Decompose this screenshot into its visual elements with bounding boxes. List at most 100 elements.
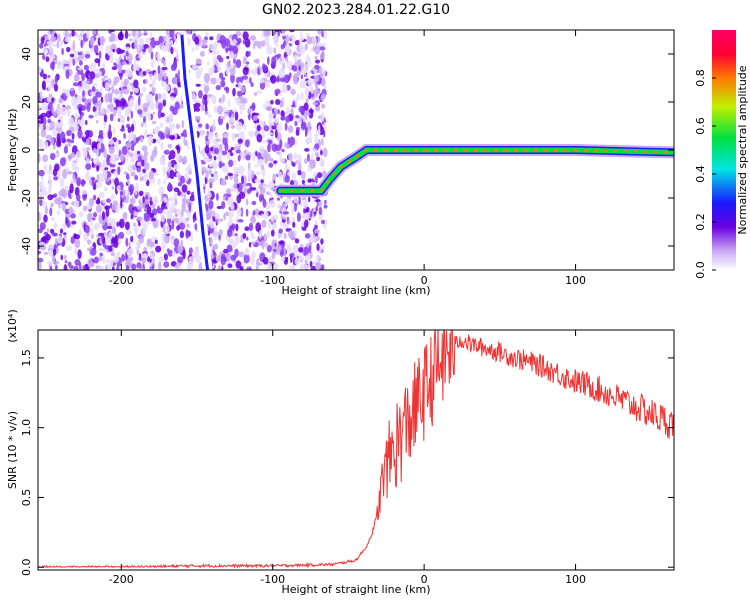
noise-blob [217,67,222,72]
noise-blob [235,59,242,69]
noise-blob [72,82,79,87]
noise-blob [266,230,270,238]
noise-blob [126,195,129,201]
noise-blob [77,249,82,260]
noise-blob [263,125,270,132]
noise-blob [215,138,221,142]
noise-blob [176,171,181,177]
noise-blob [93,44,99,54]
noise-blob [103,75,108,79]
noise-blob [297,53,302,57]
noise-blob [60,254,64,261]
noise-blob [90,91,97,97]
noise-blob [259,121,265,126]
noise-blob [125,50,129,57]
noise-blob [301,179,305,185]
noise-blob [292,65,298,72]
noise-blob [214,212,220,220]
noise-blob [248,130,255,138]
noise-blob [115,99,119,108]
noise-blob [195,254,202,264]
noise-blob [195,70,202,76]
noise-blob [249,35,256,41]
noise-blob [230,254,237,261]
noise-blob [71,220,77,225]
noise-blob [111,84,114,93]
noise-blob [185,139,188,147]
noise-blob [180,132,185,137]
noise-blob [246,149,250,153]
noise-blob [55,121,63,129]
noise-blob [288,153,293,162]
noise-blob [102,159,107,167]
noise-blob [161,92,167,102]
noise-blob [104,205,111,211]
snr-xlabel: Height of straight line (km) [281,583,430,596]
y-tick-label: 40 [20,47,33,61]
noise-blob [104,81,110,92]
noise-blob [214,225,218,233]
noise-blob [93,256,99,264]
noise-blob [81,72,85,82]
noise-blob [248,242,252,248]
noise-blob [93,68,100,72]
noise-blob [269,157,274,162]
noise-blob [144,215,150,222]
noise-blob [131,30,136,37]
noise-blob [299,80,304,89]
noise-blob [106,153,110,164]
noise-blob [164,126,170,135]
noise-blob [317,172,323,179]
noise-blob [111,266,115,270]
noise-blob [145,37,151,44]
noise-blob [252,115,258,121]
noise-blob [149,241,155,248]
noise-blob [59,157,66,167]
noise-blob [119,74,123,80]
noise-blob [154,239,158,245]
noise-blob [253,92,258,96]
noise-blob [224,142,229,152]
noise-blob [138,171,144,177]
noise-blob [250,187,257,191]
noise-blob [168,135,175,140]
noise-blob [283,74,290,84]
noise-blob [38,257,44,263]
noise-blob [312,36,317,46]
noise-blob [81,189,88,195]
noise-blob [50,202,54,208]
noise-blob [134,103,138,112]
noise-blob [204,97,208,108]
noise-blob [60,131,66,141]
noise-blob [225,87,229,94]
noise-blob [247,188,251,194]
noise-blob [89,130,93,138]
noise-blob [319,52,325,60]
noise-blob [182,249,186,260]
noise-blob [235,223,239,232]
noise-blob [116,47,122,55]
noise-blob [38,140,44,149]
noise-blob [65,69,70,80]
noise-blob [285,34,290,44]
noise-blob [235,30,242,37]
noise-blob [223,112,228,118]
noise-blob [81,178,85,187]
noise-blob [96,174,100,181]
noise-blob [122,211,128,221]
noise-blob [323,204,328,209]
noise-blob [89,47,94,53]
noise-blob [244,79,251,84]
noise-blob [245,61,250,65]
noise-blob [264,100,271,105]
noise-blob [282,35,287,40]
noise-blob [188,202,192,212]
noise-blob [94,110,99,118]
snr-frame [37,329,675,571]
noise-blob [277,109,280,115]
noise-blob [239,239,244,243]
noise-blob [75,57,78,66]
y-tick-label: 0.0 [20,558,33,576]
noise-blob [254,66,257,76]
noise-blob [321,264,325,270]
